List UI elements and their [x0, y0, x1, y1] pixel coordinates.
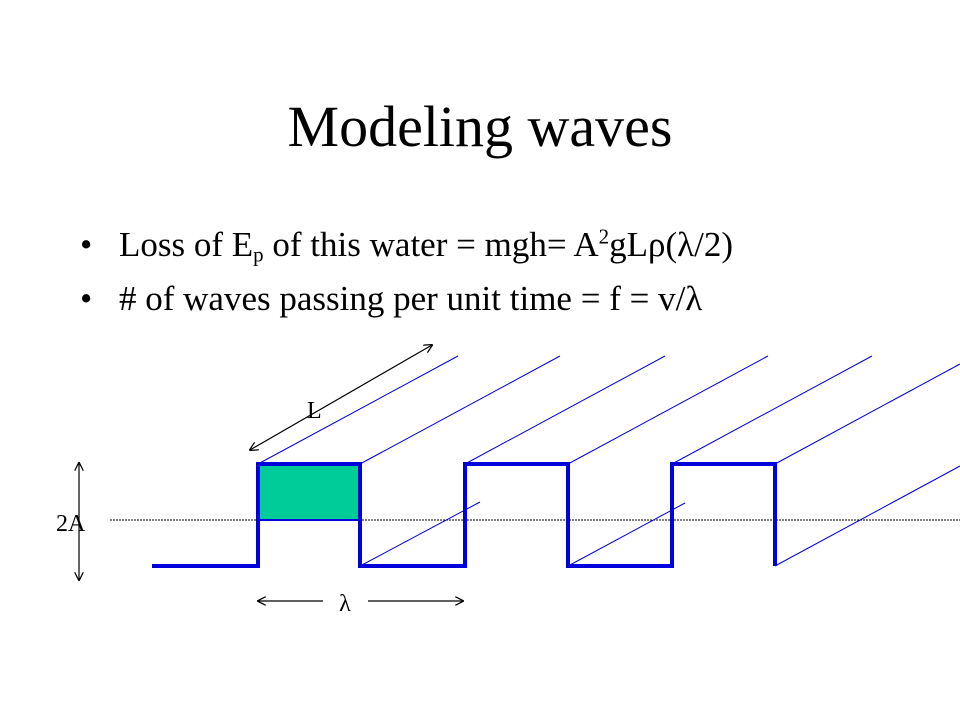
length-arrow	[250, 345, 432, 450]
perspective-line	[567, 502, 686, 567]
length-label: L	[307, 398, 322, 424]
slide-title: Modeling waves	[287, 94, 673, 159]
wavelength-label: λ	[339, 591, 351, 617]
perspective-line	[359, 355, 561, 465]
amplitude-label: 2A	[56, 511, 86, 537]
perspective-line	[464, 355, 666, 465]
perspective-line	[774, 465, 960, 567]
perspective-lines	[257, 355, 960, 567]
bullet-icon: •	[80, 279, 93, 318]
bullet-icon: •	[80, 225, 93, 264]
bullet-text: # of waves passing per unit time = f = v…	[119, 279, 703, 318]
bullet-item-wave-frequency: • # of waves passing per unit time = f = …	[80, 272, 940, 326]
bullet-text: gLρ(λ/2)	[609, 225, 734, 264]
superscript-2: 2	[598, 224, 610, 249]
square-wave	[152, 462, 777, 568]
bullet-item-potential-energy: • Loss of Ep of this water = mgh= A2gLρ(λ…	[80, 218, 940, 272]
water-block	[257, 463, 361, 521]
perspective-line	[359, 501, 481, 567]
bullet-list: • Loss of Ep of this water = mgh= A2gLρ(λ…	[80, 218, 940, 326]
perspective-line	[257, 355, 459, 465]
perspective-line	[567, 355, 769, 465]
bullet-text: of this water = mgh= A	[263, 225, 599, 264]
bullet-text: Loss of E	[119, 225, 254, 264]
subscript-p: p	[253, 242, 264, 267]
perspective-line	[671, 355, 873, 465]
perspective-line	[774, 363, 960, 465]
